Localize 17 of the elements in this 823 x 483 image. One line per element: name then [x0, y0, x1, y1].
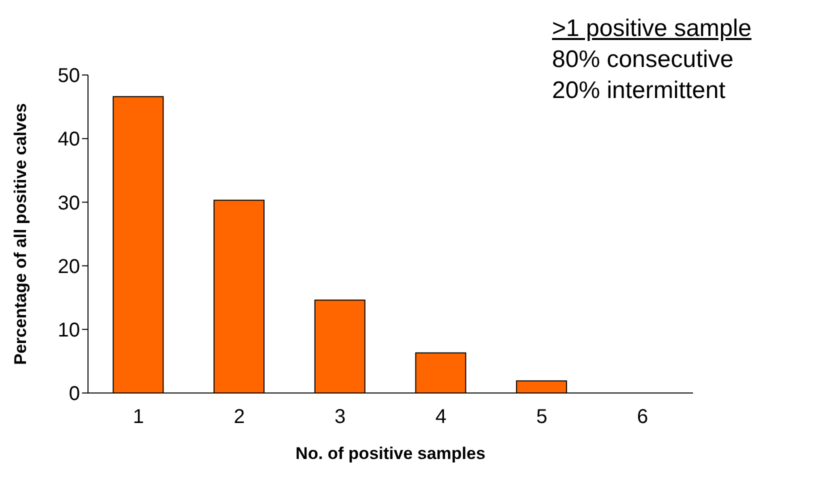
y-tick-label: 0 — [68, 383, 80, 406]
text: >1 positive sample — [552, 14, 752, 44]
y-tick-label: 30 — [58, 192, 80, 214]
x-tick-label: 6 — [637, 406, 648, 428]
x-tick-label: 2 — [234, 406, 245, 428]
y-tick-label: 50 — [58, 65, 80, 88]
x-tick-label: 5 — [536, 406, 548, 428]
y-tick-label: 10 — [58, 320, 80, 342]
x-axis-title: No. of positive samples — [296, 444, 486, 463]
x-tick-label: 3 — [334, 406, 346, 428]
annotation: 20% intermittent — [552, 76, 726, 106]
y-axis-title: Percentage of all positive calves — [11, 103, 30, 365]
y-tick-label: 20 — [58, 256, 80, 278]
x-tick-label: 1 — [132, 406, 144, 428]
y-tick-label: 40 — [58, 128, 80, 151]
text: 80% consecutive — [552, 45, 734, 75]
x-tick-label: 4 — [435, 406, 446, 428]
